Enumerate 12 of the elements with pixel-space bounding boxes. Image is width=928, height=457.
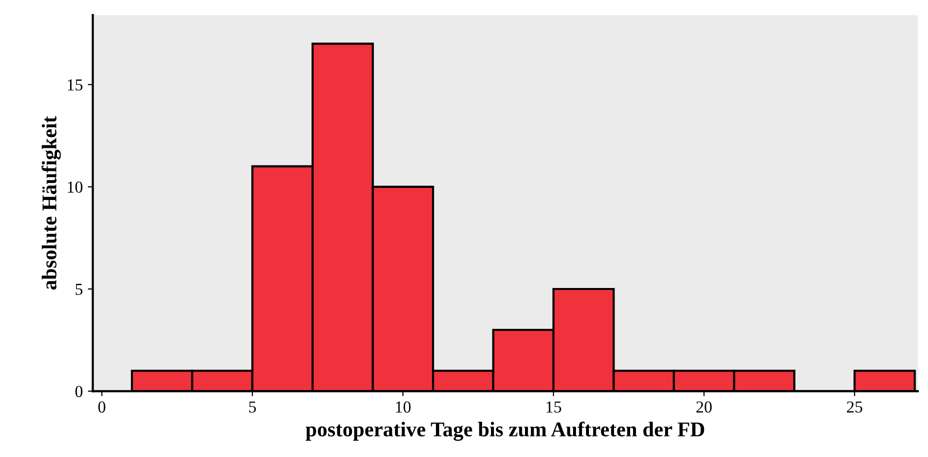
y-tick-label: 0	[75, 386, 82, 398]
y-tick-label: 10	[68, 181, 82, 193]
x-tick-label: 10	[396, 401, 411, 413]
x-tick-label: 20	[696, 401, 712, 413]
x-tick-label: 0	[98, 401, 106, 413]
x-tick-label: 15	[546, 401, 562, 413]
y-tick-label: 15	[68, 79, 82, 91]
x-tick-label: 5	[249, 402, 256, 413]
x-tick-label: 25	[846, 401, 862, 413]
y-axis-title: absolute Häufigkeit	[42, 116, 61, 290]
x-axis-title: postoperative Tage bis zum Auftreten der FD	[306, 422, 704, 441]
y-tick-label: 5	[76, 284, 82, 295]
